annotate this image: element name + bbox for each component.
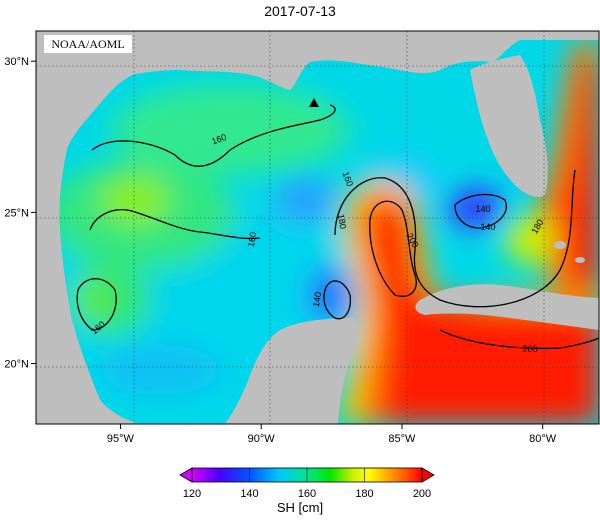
- triangle-marker: [309, 98, 319, 107]
- lon-tick-label: 85°W: [388, 433, 416, 445]
- contour-160-west: [89, 209, 261, 240]
- map-title: 2017-07-13: [264, 3, 336, 19]
- colorbar-low-arrow: [179, 467, 193, 483]
- land-masses: [36, 31, 599, 424]
- colorbar-ticks: 120 140 160 180 200: [183, 468, 431, 500]
- colorbar-tick-label: 140: [240, 488, 258, 500]
- contour-label: 140: [480, 222, 495, 232]
- watermark-text: NOAA/AOML: [51, 37, 124, 51]
- contour-160-sw: [76, 278, 117, 331]
- colorbar-tick-label: 200: [413, 488, 431, 500]
- contour-lines: [76, 104, 599, 350]
- grid-lines: [36, 31, 599, 424]
- colorbar: 120 140 160 180 200: [179, 467, 435, 500]
- colorbar-high-arrow: [421, 467, 435, 483]
- lat-tick-label: 30°N: [4, 56, 29, 68]
- contour-140-loop: [323, 280, 351, 320]
- contour-200-core: [369, 200, 417, 297]
- contour-200-south: [439, 329, 599, 350]
- contour-label: 140: [311, 291, 323, 308]
- lon-tick-label: 80°W: [529, 433, 557, 445]
- contour-140-east: [454, 193, 507, 229]
- colorbar-tick-label: 160: [298, 488, 316, 500]
- lat-tick-label: 25°N: [4, 207, 29, 219]
- contour-label: 140: [475, 204, 490, 214]
- watermark-box: [44, 35, 132, 53]
- contour-label: 160: [246, 231, 258, 248]
- colorbar-tick-label: 120: [183, 488, 201, 500]
- contour-label: 160: [210, 132, 228, 147]
- lon-tick-label: 90°W: [248, 433, 276, 445]
- lat-tick-label: 20°N: [4, 359, 29, 371]
- axis-labels: 30°N 25°N 20°N 95°W 90°W 85°W 80°W: [4, 56, 556, 445]
- contour-180-loop: [334, 169, 576, 308]
- plot-frame: [35, 30, 600, 425]
- contour-160-north: [91, 104, 336, 167]
- colorbar-tick-label: 180: [355, 488, 373, 500]
- lon-tick-label: 95°W: [107, 433, 135, 445]
- contour-label: 180: [336, 213, 348, 230]
- contour-label: 200: [522, 344, 537, 354]
- colorbar-unit-label: SH [cm]: [276, 500, 324, 515]
- contour-label: 160: [341, 170, 356, 188]
